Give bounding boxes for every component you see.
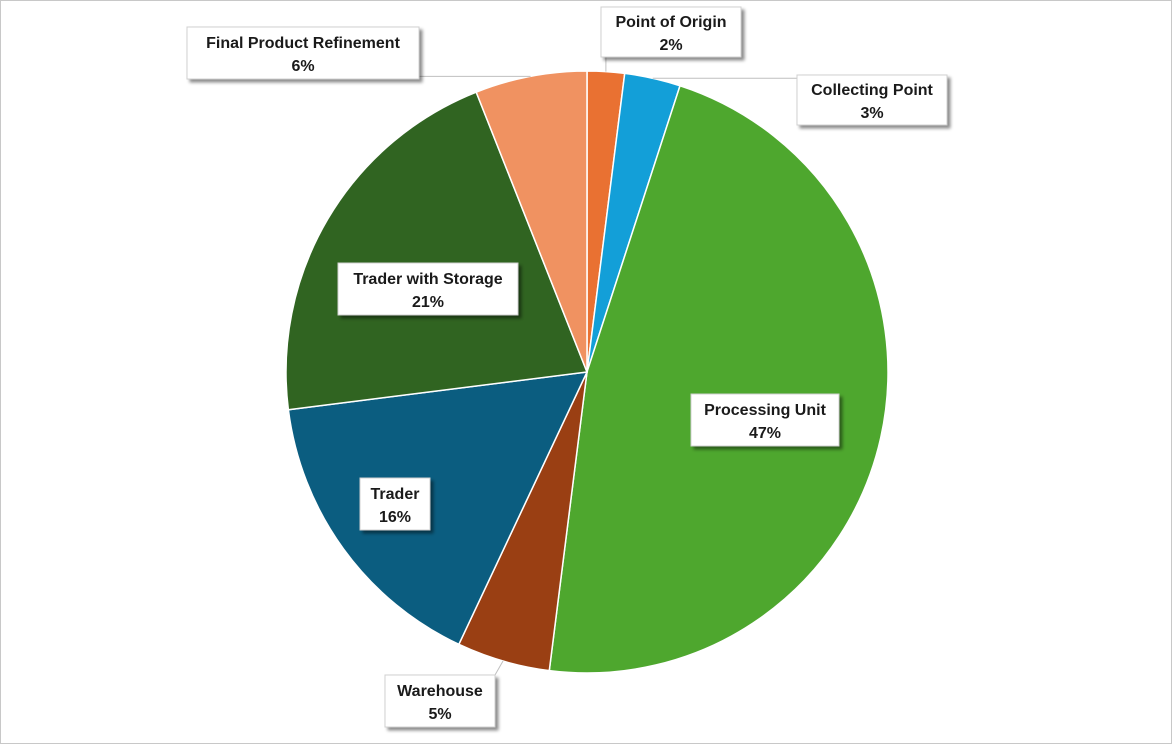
data-label-value: 3% <box>860 105 883 122</box>
data-label-value: 2% <box>659 37 682 54</box>
data-label-trader: Trader 16% <box>359 477 431 531</box>
data-label-box <box>600 6 742 58</box>
data-label-box <box>690 393 840 447</box>
data-label-value: 21% <box>412 294 444 311</box>
data-label-category: Collecting Point <box>811 82 933 99</box>
leader-line-warehouse <box>494 660 504 676</box>
data-label-box <box>359 477 431 531</box>
data-label-category: Final Product Refinement <box>206 35 400 52</box>
data-label-processing-unit: Processing Unit 47% <box>690 393 840 447</box>
data-label-box <box>384 674 496 728</box>
data-label-category: Trader <box>371 486 420 503</box>
pie-slices <box>285 70 889 674</box>
data-label-category: Trader with Storage <box>353 271 502 288</box>
data-label-trader-with-storage: Trader with Storage 21% <box>337 262 519 316</box>
data-label-value: 6% <box>291 58 314 75</box>
data-label-value: 16% <box>379 509 411 526</box>
pie-slice-trader <box>287 371 589 646</box>
data-label-collecting-point: Collecting Point 3% <box>796 74 948 126</box>
data-label-category: Processing Unit <box>704 402 826 419</box>
data-label-box <box>337 262 519 316</box>
pie-slice-trader-with-storage <box>285 91 589 411</box>
data-label-point-of-origin: Point of Origin 2% <box>600 6 742 58</box>
leader-lines <box>419 57 797 676</box>
data-label-value: 47% <box>749 425 781 442</box>
data-label-category: Point of Origin <box>615 14 726 31</box>
pie-slice-processing-unit <box>548 84 889 674</box>
data-label-box <box>186 26 420 80</box>
data-label-value: 5% <box>428 706 451 723</box>
data-label-box <box>796 74 948 126</box>
data-label-warehouse: Warehouse 5% <box>384 674 496 728</box>
data-label-category: Warehouse <box>397 683 483 700</box>
data-labels: Point of Origin 2% Collecting Point 3% Proce… <box>186 6 948 728</box>
pie-slice-final-product-refinement <box>475 70 588 373</box>
data-label-final-product-refinement: Final Product Refinement 6% <box>186 26 420 80</box>
